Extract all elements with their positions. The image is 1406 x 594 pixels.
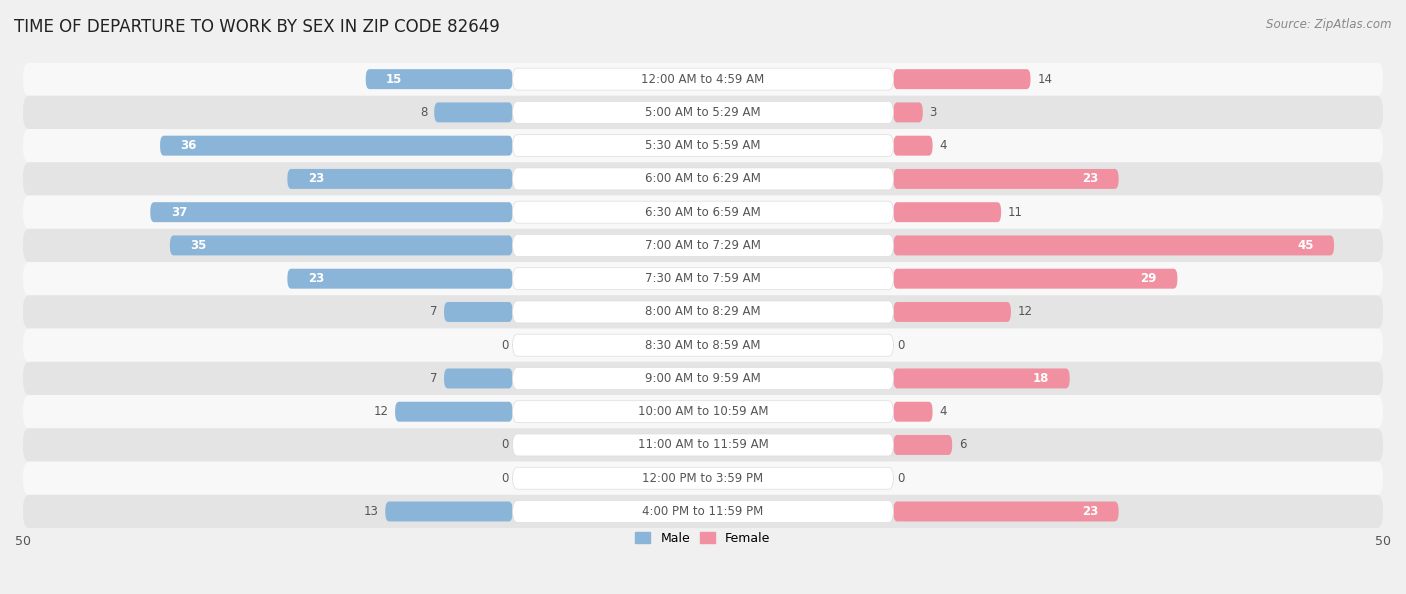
FancyBboxPatch shape — [513, 301, 893, 323]
FancyBboxPatch shape — [513, 434, 893, 456]
FancyBboxPatch shape — [513, 401, 893, 423]
Text: 23: 23 — [1083, 172, 1098, 185]
FancyBboxPatch shape — [513, 135, 893, 157]
FancyBboxPatch shape — [513, 235, 893, 257]
Text: 9:00 AM to 9:59 AM: 9:00 AM to 9:59 AM — [645, 372, 761, 385]
FancyBboxPatch shape — [513, 501, 893, 523]
FancyBboxPatch shape — [893, 435, 952, 455]
FancyBboxPatch shape — [395, 402, 513, 422]
Text: 11: 11 — [1008, 206, 1024, 219]
FancyBboxPatch shape — [893, 169, 1119, 189]
FancyBboxPatch shape — [513, 201, 893, 223]
Text: 0: 0 — [501, 438, 509, 451]
FancyBboxPatch shape — [893, 268, 1177, 289]
FancyBboxPatch shape — [287, 268, 513, 289]
Text: 5:30 AM to 5:59 AM: 5:30 AM to 5:59 AM — [645, 139, 761, 152]
Text: Source: ZipAtlas.com: Source: ZipAtlas.com — [1267, 18, 1392, 31]
Text: 8: 8 — [420, 106, 427, 119]
FancyBboxPatch shape — [22, 162, 1384, 195]
FancyBboxPatch shape — [513, 102, 893, 124]
Text: 5:00 AM to 5:29 AM: 5:00 AM to 5:29 AM — [645, 106, 761, 119]
Text: TIME OF DEPARTURE TO WORK BY SEX IN ZIP CODE 82649: TIME OF DEPARTURE TO WORK BY SEX IN ZIP … — [14, 18, 499, 36]
FancyBboxPatch shape — [22, 428, 1384, 462]
Text: 0: 0 — [897, 472, 905, 485]
Text: 8:30 AM to 8:59 AM: 8:30 AM to 8:59 AM — [645, 339, 761, 352]
FancyBboxPatch shape — [160, 135, 513, 156]
FancyBboxPatch shape — [893, 402, 932, 422]
Text: 6:30 AM to 6:59 AM: 6:30 AM to 6:59 AM — [645, 206, 761, 219]
Text: 7:30 AM to 7:59 AM: 7:30 AM to 7:59 AM — [645, 272, 761, 285]
FancyBboxPatch shape — [22, 495, 1384, 528]
Text: 7: 7 — [430, 372, 437, 385]
FancyBboxPatch shape — [513, 268, 893, 290]
Text: 37: 37 — [170, 206, 187, 219]
FancyBboxPatch shape — [150, 202, 513, 222]
FancyBboxPatch shape — [444, 368, 513, 388]
Text: 7: 7 — [430, 305, 437, 318]
Text: 36: 36 — [180, 139, 197, 152]
FancyBboxPatch shape — [22, 129, 1384, 162]
Text: 14: 14 — [1038, 72, 1052, 86]
FancyBboxPatch shape — [287, 169, 513, 189]
Text: 10:00 AM to 10:59 AM: 10:00 AM to 10:59 AM — [638, 405, 768, 418]
Text: 4: 4 — [939, 405, 946, 418]
FancyBboxPatch shape — [22, 262, 1384, 295]
FancyBboxPatch shape — [513, 68, 893, 90]
Text: 12:00 AM to 4:59 AM: 12:00 AM to 4:59 AM — [641, 72, 765, 86]
FancyBboxPatch shape — [893, 202, 1001, 222]
FancyBboxPatch shape — [434, 102, 513, 122]
Text: 35: 35 — [190, 239, 207, 252]
Text: 11:00 AM to 11:59 AM: 11:00 AM to 11:59 AM — [638, 438, 768, 451]
FancyBboxPatch shape — [22, 195, 1384, 229]
Text: 23: 23 — [308, 272, 323, 285]
Text: 29: 29 — [1140, 272, 1157, 285]
FancyBboxPatch shape — [22, 62, 1384, 96]
Text: 7:00 AM to 7:29 AM: 7:00 AM to 7:29 AM — [645, 239, 761, 252]
Text: 4: 4 — [939, 139, 946, 152]
Text: 13: 13 — [364, 505, 378, 518]
Text: 12: 12 — [1018, 305, 1032, 318]
Text: 0: 0 — [897, 339, 905, 352]
Text: 6:00 AM to 6:29 AM: 6:00 AM to 6:29 AM — [645, 172, 761, 185]
FancyBboxPatch shape — [893, 368, 1070, 388]
FancyBboxPatch shape — [385, 501, 513, 522]
FancyBboxPatch shape — [170, 235, 513, 255]
FancyBboxPatch shape — [22, 362, 1384, 395]
FancyBboxPatch shape — [513, 467, 893, 489]
FancyBboxPatch shape — [893, 135, 932, 156]
Text: 45: 45 — [1298, 239, 1313, 252]
Text: 23: 23 — [308, 172, 323, 185]
FancyBboxPatch shape — [513, 368, 893, 390]
FancyBboxPatch shape — [893, 302, 1011, 322]
FancyBboxPatch shape — [22, 96, 1384, 129]
Text: 6: 6 — [959, 438, 966, 451]
Text: 12:00 PM to 3:59 PM: 12:00 PM to 3:59 PM — [643, 472, 763, 485]
Text: 18: 18 — [1033, 372, 1049, 385]
FancyBboxPatch shape — [22, 295, 1384, 328]
Text: 15: 15 — [387, 72, 402, 86]
Text: 23: 23 — [1083, 505, 1098, 518]
FancyBboxPatch shape — [513, 334, 893, 356]
Text: 4:00 PM to 11:59 PM: 4:00 PM to 11:59 PM — [643, 505, 763, 518]
FancyBboxPatch shape — [22, 462, 1384, 495]
Text: 12: 12 — [374, 405, 388, 418]
FancyBboxPatch shape — [893, 235, 1334, 255]
Legend: Male, Female: Male, Female — [630, 527, 776, 550]
FancyBboxPatch shape — [513, 168, 893, 190]
Text: 0: 0 — [501, 472, 509, 485]
FancyBboxPatch shape — [893, 501, 1119, 522]
Text: 3: 3 — [929, 106, 936, 119]
Text: 0: 0 — [501, 339, 509, 352]
FancyBboxPatch shape — [22, 395, 1384, 428]
Text: 8:00 AM to 8:29 AM: 8:00 AM to 8:29 AM — [645, 305, 761, 318]
FancyBboxPatch shape — [444, 302, 513, 322]
FancyBboxPatch shape — [22, 229, 1384, 262]
FancyBboxPatch shape — [22, 328, 1384, 362]
FancyBboxPatch shape — [893, 102, 922, 122]
FancyBboxPatch shape — [893, 69, 1031, 89]
FancyBboxPatch shape — [366, 69, 513, 89]
